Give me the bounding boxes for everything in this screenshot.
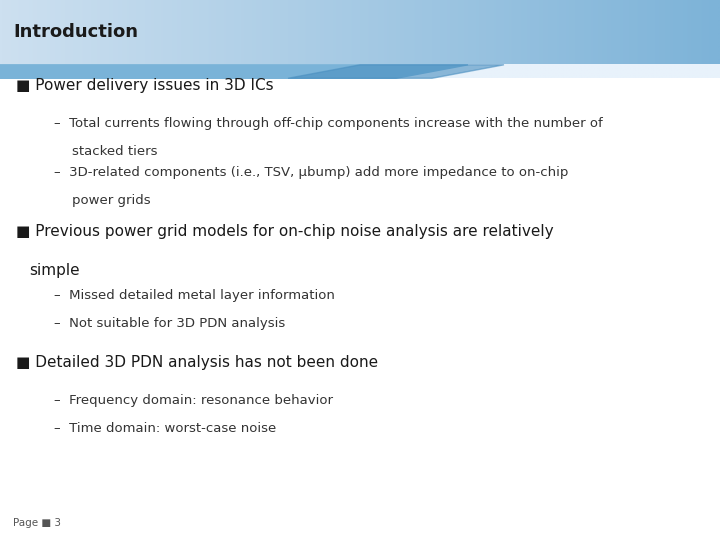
Text: –  Frequency domain: resonance behavior: – Frequency domain: resonance behavior bbox=[54, 394, 333, 407]
Text: –  Missed detailed metal layer information: – Missed detailed metal layer informatio… bbox=[54, 289, 335, 302]
Text: –  Total currents flowing through off-chip components increase with the number o: – Total currents flowing through off-chi… bbox=[54, 117, 603, 130]
Text: –  Time domain: worst-case noise: – Time domain: worst-case noise bbox=[54, 422, 276, 435]
Text: –  Not suitable for 3D PDN analysis: – Not suitable for 3D PDN analysis bbox=[54, 317, 285, 330]
Text: stacked tiers: stacked tiers bbox=[72, 145, 158, 158]
Text: –  3D-related components (i.e., TSV, μbump) add more impedance to on-chip: – 3D-related components (i.e., TSV, μbum… bbox=[54, 166, 568, 179]
Text: ■ Detailed 3D PDN analysis has not been done: ■ Detailed 3D PDN analysis has not been … bbox=[16, 355, 378, 370]
Text: Introduction: Introduction bbox=[13, 23, 138, 42]
Polygon shape bbox=[0, 65, 468, 78]
Text: ■ Power delivery issues in 3D ICs: ■ Power delivery issues in 3D ICs bbox=[16, 78, 274, 93]
Text: Page ■ 3: Page ■ 3 bbox=[13, 518, 61, 528]
Text: simple: simple bbox=[29, 263, 79, 278]
Polygon shape bbox=[288, 65, 504, 78]
Text: ■ Previous power grid models for on-chip noise analysis are relatively: ■ Previous power grid models for on-chip… bbox=[16, 224, 554, 239]
Text: power grids: power grids bbox=[72, 194, 150, 207]
